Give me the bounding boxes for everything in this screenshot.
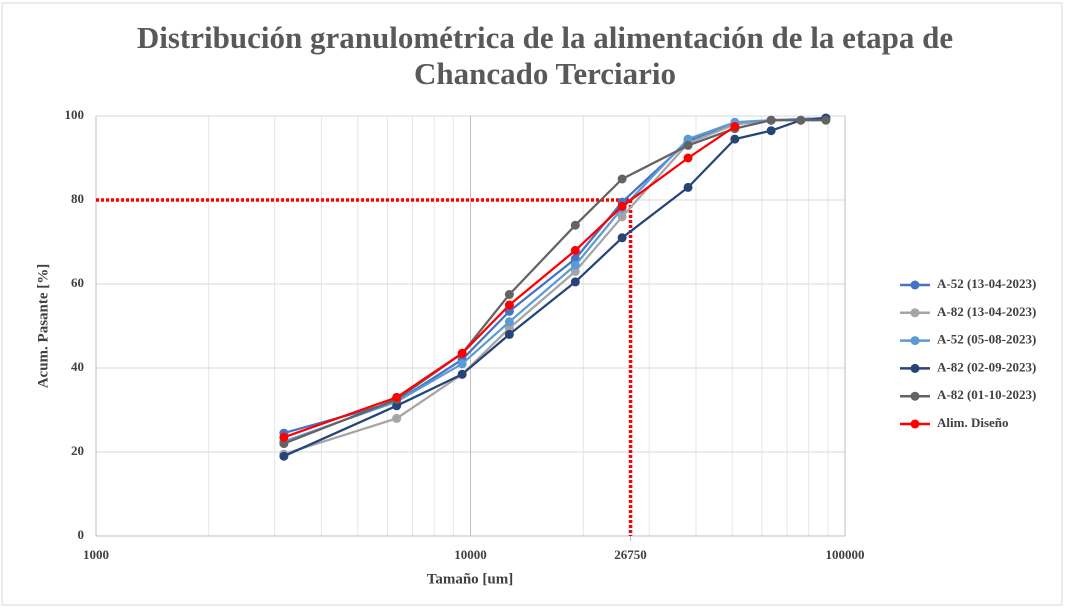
legend-swatch-marker [910, 280, 920, 290]
y-tick-label: 60 [71, 275, 84, 290]
y-tick-label: 40 [71, 359, 84, 374]
series-line [283, 116, 826, 443]
data-point [796, 115, 806, 125]
y-tick-label: 0 [78, 527, 85, 542]
data-point [457, 359, 467, 369]
data-point [570, 266, 580, 276]
series-line [283, 116, 826, 435]
data-point [392, 401, 402, 411]
data-point [392, 413, 402, 423]
series-line [283, 116, 826, 456]
data-point [683, 134, 693, 144]
x-axis-label: Tamaño [um] [427, 571, 514, 587]
legend-swatch-marker [910, 363, 920, 373]
data-point [504, 306, 514, 316]
data-point [683, 182, 693, 192]
data-point [504, 323, 514, 333]
data-point [683, 140, 693, 150]
data-point [617, 201, 627, 211]
data-point [457, 348, 467, 358]
data-point [504, 290, 514, 299]
chart-title: Distribución granulométrica de la alimen… [136, 20, 954, 91]
data-point [570, 245, 580, 255]
data-point [821, 115, 831, 125]
data-point [504, 329, 514, 339]
data-point [617, 174, 627, 184]
data-point [730, 122, 740, 131]
legend-label: A-52 (05-08-2023) [937, 332, 1036, 347]
data-point [570, 260, 580, 270]
data-point [504, 300, 514, 310]
data-point [279, 439, 289, 449]
data-point [392, 392, 402, 402]
legend-label: A-82 (13-04-2023) [937, 304, 1036, 319]
data-point [570, 220, 580, 230]
data-point [683, 153, 693, 163]
x-tick-label: 26750 [614, 547, 647, 562]
series-line [283, 116, 826, 458]
data-point [279, 432, 289, 442]
data-point [617, 212, 627, 222]
legend-swatch-marker [910, 391, 920, 401]
x-tick-label: 100000 [826, 547, 865, 562]
y-axis-label: Acum. Pasante [%] [35, 264, 51, 389]
plot [96, 113, 831, 536]
data-point [570, 277, 580, 287]
data-point [279, 451, 289, 461]
data-point [730, 134, 740, 144]
grid [95, 115, 846, 541]
legend-label: A-82 (02-09-2023) [937, 359, 1036, 374]
x-tick-label: 1000 [83, 547, 109, 562]
data-point [617, 233, 627, 243]
legend-swatch-marker [910, 419, 920, 429]
series-line [283, 125, 736, 439]
legend-label: A-82 (01-10-2023) [937, 387, 1036, 402]
data-point [457, 369, 467, 379]
y-tick-label: 100 [65, 107, 85, 122]
legend-label: A-52 (13-04-2023) [937, 276, 1036, 291]
legend-label: Alim. Diseño [937, 415, 1009, 430]
y-tick-label: 20 [71, 443, 84, 458]
legend-swatch-marker [910, 308, 920, 318]
data-point [766, 115, 776, 125]
data-point [504, 317, 514, 327]
legend-swatch-marker [910, 336, 920, 346]
data-point [766, 126, 776, 136]
y-tick-label: 80 [71, 191, 84, 206]
x-tick-label: 10000 [454, 547, 487, 562]
